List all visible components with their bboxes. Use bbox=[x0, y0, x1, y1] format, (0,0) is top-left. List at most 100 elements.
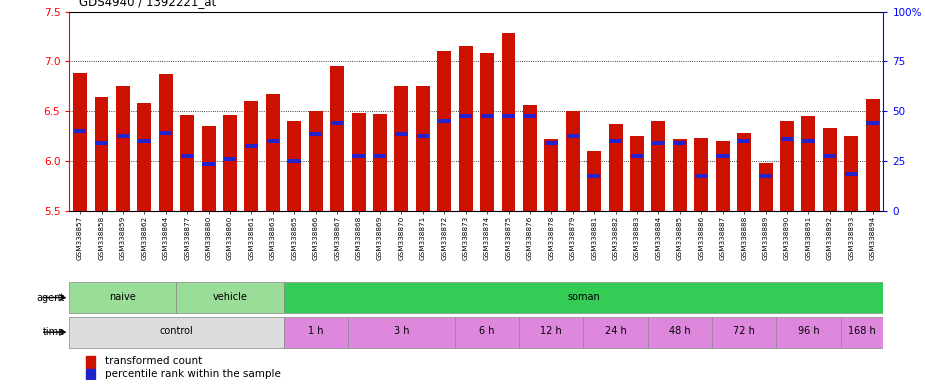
Bar bbox=[86, 369, 95, 379]
Bar bbox=[352, 154, 364, 158]
Bar bbox=[648, 316, 712, 348]
Text: 168 h: 168 h bbox=[848, 326, 876, 336]
Bar bbox=[181, 154, 193, 158]
Bar bbox=[203, 162, 215, 166]
Bar bbox=[845, 172, 857, 176]
Bar bbox=[74, 129, 86, 133]
Bar bbox=[630, 136, 644, 211]
Bar bbox=[845, 136, 858, 211]
Bar bbox=[481, 114, 493, 118]
Bar bbox=[395, 132, 408, 136]
Bar bbox=[652, 141, 665, 145]
Bar bbox=[438, 51, 451, 211]
Bar bbox=[651, 121, 665, 211]
Bar bbox=[177, 282, 284, 313]
Bar bbox=[738, 139, 750, 143]
Text: time: time bbox=[43, 327, 65, 337]
Bar bbox=[86, 356, 95, 368]
Bar bbox=[224, 157, 236, 161]
Bar bbox=[587, 151, 601, 211]
Bar bbox=[266, 139, 279, 143]
Bar bbox=[717, 154, 729, 158]
Bar bbox=[566, 134, 579, 138]
Bar bbox=[584, 316, 647, 348]
Text: agent: agent bbox=[36, 293, 65, 303]
Text: GDS4940 / 1392221_at: GDS4940 / 1392221_at bbox=[79, 0, 216, 8]
Bar bbox=[716, 141, 730, 211]
Bar bbox=[758, 163, 772, 211]
Bar bbox=[695, 138, 709, 211]
Text: vehicle: vehicle bbox=[213, 292, 248, 302]
Bar bbox=[309, 111, 323, 211]
Bar bbox=[352, 113, 365, 211]
Bar bbox=[373, 114, 387, 211]
Bar bbox=[672, 139, 687, 211]
Bar bbox=[288, 121, 302, 211]
Bar bbox=[776, 316, 841, 348]
Bar bbox=[631, 154, 643, 158]
Bar bbox=[284, 316, 348, 348]
Bar bbox=[69, 316, 284, 348]
Bar bbox=[95, 141, 108, 145]
Bar bbox=[348, 316, 455, 348]
Bar bbox=[138, 139, 151, 143]
Bar bbox=[545, 141, 558, 145]
Bar bbox=[180, 115, 194, 211]
Bar bbox=[523, 105, 536, 211]
Bar bbox=[609, 124, 623, 211]
Bar bbox=[524, 114, 536, 118]
Bar bbox=[712, 316, 776, 348]
Bar bbox=[588, 174, 600, 178]
Bar bbox=[459, 46, 473, 211]
Text: 24 h: 24 h bbox=[605, 326, 626, 336]
Bar bbox=[737, 133, 751, 211]
Bar bbox=[284, 282, 883, 313]
Text: 12 h: 12 h bbox=[540, 326, 562, 336]
Bar bbox=[867, 121, 879, 125]
Bar bbox=[138, 103, 152, 211]
Bar bbox=[69, 282, 177, 313]
Bar bbox=[73, 73, 87, 211]
Bar bbox=[501, 33, 515, 211]
Bar bbox=[310, 132, 322, 136]
Bar bbox=[394, 86, 408, 211]
Bar bbox=[94, 98, 108, 211]
Bar bbox=[695, 174, 708, 178]
Bar bbox=[759, 174, 771, 178]
Bar bbox=[438, 119, 450, 123]
Bar bbox=[159, 131, 172, 135]
Bar bbox=[780, 121, 794, 211]
Text: transformed count: transformed count bbox=[105, 356, 203, 366]
Bar bbox=[245, 144, 258, 148]
Bar bbox=[480, 53, 494, 211]
Bar bbox=[802, 139, 815, 143]
Text: 6 h: 6 h bbox=[479, 326, 495, 336]
Bar bbox=[244, 101, 258, 211]
Text: 1 h: 1 h bbox=[308, 326, 324, 336]
Text: soman: soman bbox=[567, 292, 599, 302]
Bar bbox=[374, 154, 387, 158]
Text: 3 h: 3 h bbox=[394, 326, 409, 336]
Bar bbox=[781, 137, 794, 141]
Bar bbox=[519, 316, 584, 348]
Bar bbox=[416, 134, 429, 138]
Bar bbox=[330, 66, 344, 211]
Bar bbox=[116, 86, 130, 211]
Text: control: control bbox=[160, 326, 193, 336]
Bar bbox=[265, 94, 280, 211]
Bar bbox=[460, 114, 472, 118]
Bar bbox=[223, 115, 237, 211]
Bar bbox=[673, 141, 686, 145]
Text: naive: naive bbox=[109, 292, 136, 302]
Bar bbox=[801, 116, 815, 211]
Bar bbox=[117, 134, 130, 138]
Bar bbox=[566, 111, 580, 211]
Bar bbox=[331, 121, 343, 125]
Bar bbox=[502, 114, 515, 118]
Bar bbox=[159, 74, 173, 211]
Bar bbox=[416, 86, 430, 211]
Bar bbox=[823, 128, 837, 211]
Text: 72 h: 72 h bbox=[734, 326, 755, 336]
Bar bbox=[866, 99, 880, 211]
Bar bbox=[610, 139, 622, 143]
